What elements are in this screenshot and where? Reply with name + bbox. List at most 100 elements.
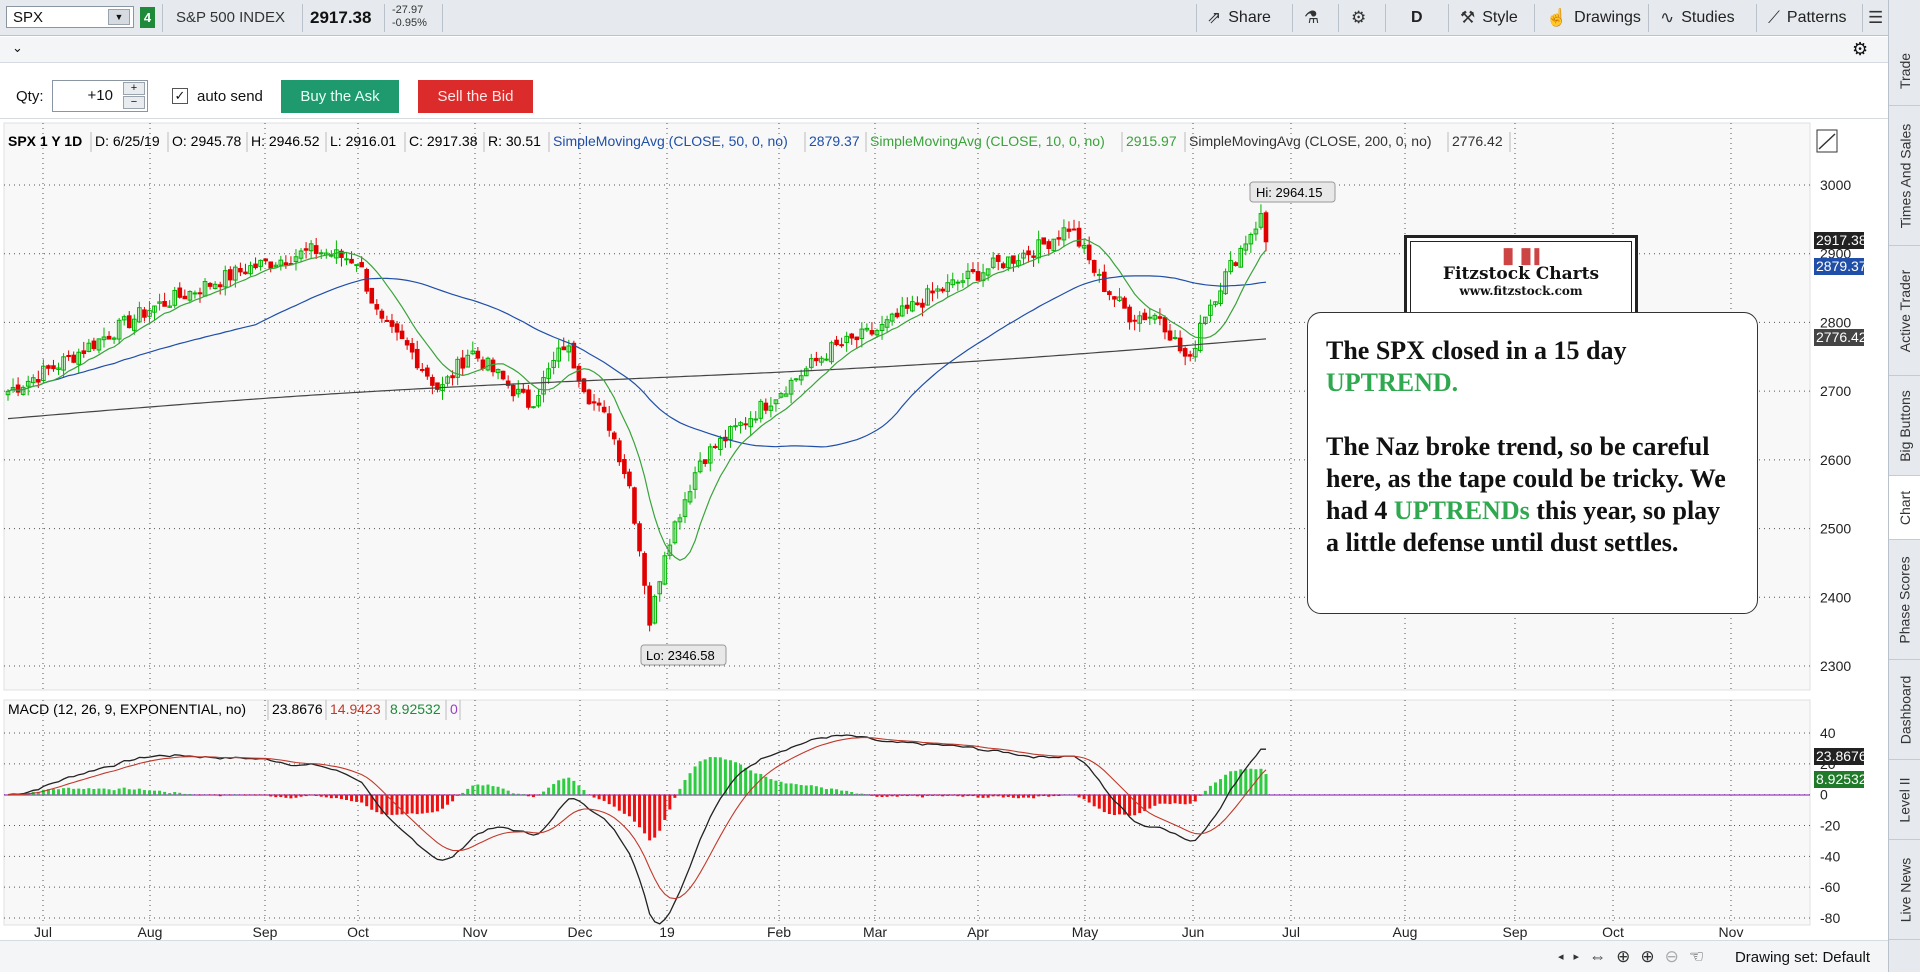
candle-body: [884, 319, 890, 328]
candle-body: [369, 287, 375, 304]
candle-body: [253, 263, 258, 269]
tab-dashboard[interactable]: Dashboard: [1889, 660, 1920, 760]
time-tick-label: 19: [659, 924, 675, 940]
candle-body: [682, 499, 688, 517]
patterns-icon: ⟋: [1768, 7, 1780, 27]
candle-body: [874, 330, 880, 336]
candle-body: [445, 376, 450, 384]
commentary-p2: The Naz broke trend, so be careful here,…: [1326, 432, 1726, 557]
candle-body: [1243, 243, 1249, 251]
symbol-text: SPX: [13, 8, 44, 26]
style-button[interactable]: ⚒ Style: [1460, 0, 1518, 35]
tab-trade[interactable]: Trade: [1889, 36, 1920, 106]
settings-button[interactable]: ⚙: [1351, 0, 1366, 35]
scroll-left-icon[interactable]: ◂: [1558, 951, 1564, 963]
flask-button[interactable]: ⚗: [1304, 0, 1319, 35]
qty-stepper[interactable]: + −: [123, 82, 145, 110]
candle-body: [718, 437, 723, 450]
candle-body: [606, 413, 612, 431]
candle-body: [571, 342, 577, 369]
tab-live-news[interactable]: Live News: [1889, 840, 1920, 940]
candle-body: [738, 422, 743, 426]
tab-active-trader[interactable]: Active Trader: [1889, 246, 1920, 376]
style-label: Style: [1482, 8, 1518, 26]
macd-tick-label: 40: [1820, 725, 1836, 741]
expand-time-icon[interactable]: ⇔: [1589, 947, 1607, 966]
time-tick-label: Feb: [767, 924, 791, 940]
candle-body: [1182, 348, 1188, 357]
last-price: 2917.38: [310, 8, 372, 27]
buy-the-ask-button[interactable]: Buy the Ask: [281, 80, 399, 113]
gear-icon[interactable]: ⚙: [1852, 39, 1869, 59]
menu-button[interactable]: ☰: [1868, 0, 1883, 35]
patterns-button[interactable]: ⟋ Patterns: [1768, 0, 1847, 35]
scroll-right-icon[interactable]: ▸: [1573, 951, 1580, 963]
candle-body: [1076, 227, 1082, 247]
studies-button[interactable]: ∿ Studies: [1660, 0, 1735, 35]
symbol-dropdown-icon[interactable]: ▼: [108, 9, 130, 25]
candle-body: [1011, 255, 1016, 264]
logo-url: www.fitzstock.com: [1459, 284, 1583, 298]
pan-hand-icon[interactable]: ☜: [1688, 947, 1705, 966]
increment-icon[interactable]: +: [123, 82, 145, 95]
candle-body: [399, 330, 405, 340]
candle-body: [258, 259, 263, 267]
time-tick-label: Nov: [463, 924, 488, 940]
zoom-in-icon[interactable]: ⊕: [1640, 947, 1655, 966]
price-change: -27.97 -0.95%: [392, 4, 427, 30]
candle-body: [329, 254, 334, 257]
candle-body: [121, 316, 127, 321]
candle-body: [1192, 347, 1198, 358]
candle-body: [627, 471, 632, 487]
tab-chart[interactable]: Chart: [1889, 476, 1920, 540]
price-tick-label: 3000: [1820, 177, 1851, 193]
candle-body: [227, 269, 233, 281]
candle-body: [515, 388, 521, 395]
svg-text:Hi: 2964.15: Hi: 2964.15: [1256, 185, 1323, 200]
order-entry-bar: Qty: +10 + − ✓ auto send Buy the Ask Sel…: [0, 63, 1888, 119]
net-change: -27.97: [392, 4, 424, 16]
candle-body: [1228, 260, 1233, 273]
close-price-badge: 2917.38: [1814, 232, 1867, 249]
link-group-badge[interactable]: 4: [140, 7, 155, 28]
candle-body: [212, 283, 218, 289]
tab-phase-scores[interactable]: Phase Scores: [1889, 540, 1920, 660]
macd-avg-line: [7, 736, 1267, 900]
sma200-line: [7, 338, 1267, 420]
symbol-input[interactable]: SPX ▼: [6, 6, 134, 28]
candle-body: [147, 309, 152, 317]
bottom-bar: ◂ ▸ ⇔ ⊕ ⊕ ⊖ ☜ Drawing set: Default: [0, 940, 1888, 972]
candle-body: [844, 335, 849, 343]
drawing-set-label[interactable]: Drawing set: Default: [1734, 949, 1870, 966]
candle-body: [733, 425, 738, 428]
main-toolbar: SPX ▼ 4 S&P 500 INDEX 2917.38 -27.97 -0.…: [0, 0, 1888, 36]
tab-level-ii[interactable]: Level II: [1889, 760, 1920, 840]
time-tick-label: Aug: [1393, 924, 1418, 940]
period-button[interactable]: D: [1411, 0, 1423, 35]
zoom-out-icon[interactable]: ⊖: [1664, 947, 1679, 966]
sell-the-bid-button[interactable]: Sell the Bid: [418, 80, 533, 113]
decrement-icon[interactable]: −: [123, 96, 145, 109]
drawings-button[interactable]: ☝ Drawings: [1546, 0, 1641, 35]
chevron-down-icon[interactable]: ⌄: [12, 40, 23, 55]
candle-body: [652, 595, 657, 624]
candle-body: [637, 523, 642, 552]
flask-icon: ⚗: [1304, 7, 1320, 27]
crosshair-icon[interactable]: ⊕: [1616, 947, 1631, 966]
share-button[interactable]: ⇗ Share: [1207, 0, 1271, 35]
candle-body: [692, 472, 698, 490]
candle-body: [854, 336, 860, 341]
auto-send-label: auto send: [197, 88, 263, 105]
macd-zero-value: 0: [450, 701, 458, 717]
candle-body: [889, 313, 895, 322]
auto-send-checkbox[interactable]: ✓: [172, 88, 188, 104]
legend-sma200: SimpleMovingAvg (CLOSE, 200, 0, no): [1189, 133, 1432, 149]
candle-body: [809, 358, 814, 368]
tab-times-and-sales[interactable]: Times And Sales: [1889, 106, 1920, 246]
candle-body: [116, 319, 122, 340]
trendline-tool-icon[interactable]: [1816, 129, 1838, 153]
tab-big-buttons[interactable]: Big Buttons: [1889, 376, 1920, 476]
candle-body: [894, 312, 900, 318]
candle-body: [1056, 237, 1062, 240]
